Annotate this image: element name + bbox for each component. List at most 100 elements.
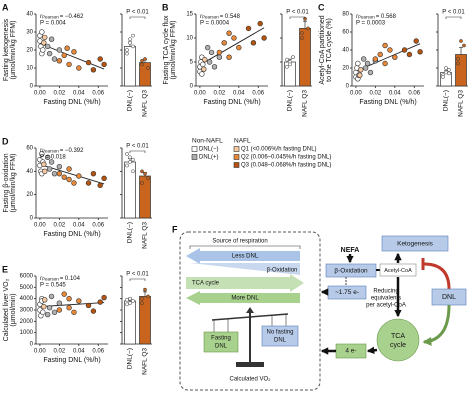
y-tick-label: 1000 — [20, 330, 34, 336]
y-tick-label: 4000 — [20, 296, 34, 302]
point — [76, 173, 82, 179]
y-tick-label: 0 — [346, 84, 350, 90]
bar-point — [146, 66, 150, 70]
point — [56, 47, 63, 53]
y-tick-label: 0 — [30, 216, 34, 222]
arrow-more-dnl — [186, 291, 300, 305]
electrons-tca: 4 e- — [345, 348, 356, 355]
significance-bracket — [129, 16, 146, 19]
bar-point — [140, 62, 144, 67]
bar-point — [125, 297, 129, 302]
point — [377, 51, 383, 58]
arrow — [366, 346, 378, 355]
point — [97, 182, 103, 189]
point — [61, 291, 67, 297]
point — [101, 175, 107, 182]
y-tick-label: 2000 — [20, 319, 34, 325]
point — [42, 297, 48, 303]
point — [211, 64, 218, 70]
y-axis-label: Fasting β-oxidation — [3, 153, 10, 212]
reducing-text: Reducing — [373, 289, 398, 295]
p-value-label: P < 0.01 — [126, 144, 149, 150]
point — [66, 61, 72, 68]
significance-bracket — [289, 16, 306, 19]
point — [85, 180, 92, 186]
arrow-tca — [186, 274, 304, 292]
bar — [124, 300, 136, 345]
dashed-box — [179, 231, 321, 391]
panel-label: D — [2, 136, 9, 146]
ketogenesis-box — [381, 235, 449, 252]
p-annotation: P = 0.0003 — [356, 21, 386, 27]
bar-point — [125, 163, 129, 168]
y-axis-label: (μmol/min) — [10, 293, 17, 326]
point — [76, 65, 82, 71]
bar-point — [456, 57, 460, 61]
dnl: DNL — [442, 294, 456, 301]
r-value: = 0.568 — [376, 14, 397, 20]
bar-category-label: NAFL Q3 — [142, 348, 149, 375]
point — [76, 298, 82, 304]
bar-point — [288, 62, 292, 67]
point — [401, 47, 408, 53]
bar-point — [125, 51, 129, 56]
point — [56, 163, 63, 170]
bar-point — [291, 55, 295, 60]
legend-title: Non-NAFL — [192, 138, 223, 145]
y-tick-label: 60 — [342, 30, 349, 36]
bar-point — [447, 71, 451, 76]
point — [51, 309, 58, 315]
r-symbol: r — [200, 14, 203, 20]
x-tick-label: 0.04 — [73, 91, 85, 97]
bar-point — [146, 176, 150, 181]
r-annotation: rPearson= −0.392 — [40, 148, 84, 154]
y-tick-label: 5000 — [20, 285, 34, 291]
bar-point — [128, 40, 132, 45]
arrow-green — [422, 304, 451, 346]
pan-no-fasting-dnl — [261, 325, 299, 347]
bar-point — [128, 160, 132, 164]
x-tick-label: 0.00 — [350, 91, 362, 97]
r-subscript: Pearson — [202, 15, 219, 20]
x-tick-label: 0.04 — [389, 91, 401, 97]
point — [41, 303, 47, 310]
r-value: = −0.392 — [60, 148, 84, 154]
point — [39, 151, 45, 157]
significance-bracket — [129, 150, 146, 153]
legend-swatch — [191, 146, 198, 152]
point — [56, 58, 63, 64]
r-subscript: Pearson — [42, 15, 59, 20]
bar-point — [128, 37, 132, 42]
point — [406, 51, 413, 58]
point — [413, 38, 419, 44]
bar-point — [131, 157, 135, 162]
point — [257, 20, 263, 27]
bar-point — [131, 33, 135, 38]
point — [56, 300, 63, 306]
x-tick-label: 0.02 — [54, 223, 66, 229]
bar-point — [285, 57, 289, 62]
bar-point — [456, 61, 460, 66]
point — [357, 72, 363, 78]
x-axis-label: Fasting DNL (%/h) — [203, 99, 260, 106]
bar-category-label: NAFL Q3 — [142, 90, 149, 117]
bar-point — [143, 57, 147, 61]
point — [51, 170, 58, 177]
bar-point — [462, 43, 466, 48]
point — [387, 47, 393, 53]
point — [39, 29, 45, 35]
scale-beam — [211, 313, 289, 321]
point — [97, 299, 103, 305]
pan-label: DNL — [215, 344, 228, 350]
y-tick-label: 30 — [26, 30, 33, 36]
point — [90, 308, 97, 314]
y-axis-label: to the TCA cycle (%) — [326, 18, 333, 82]
bar-point — [131, 44, 135, 49]
arrow-label: β-Oxidation — [267, 268, 298, 274]
r-value: = 0.104 — [60, 276, 81, 282]
y-axis-label: (μmol/min/kg FFM) — [10, 154, 17, 213]
point — [85, 59, 92, 66]
y-axis-label: (μmol/min/kg FFM) — [10, 21, 17, 80]
trend-line — [39, 43, 105, 70]
point — [42, 34, 48, 41]
